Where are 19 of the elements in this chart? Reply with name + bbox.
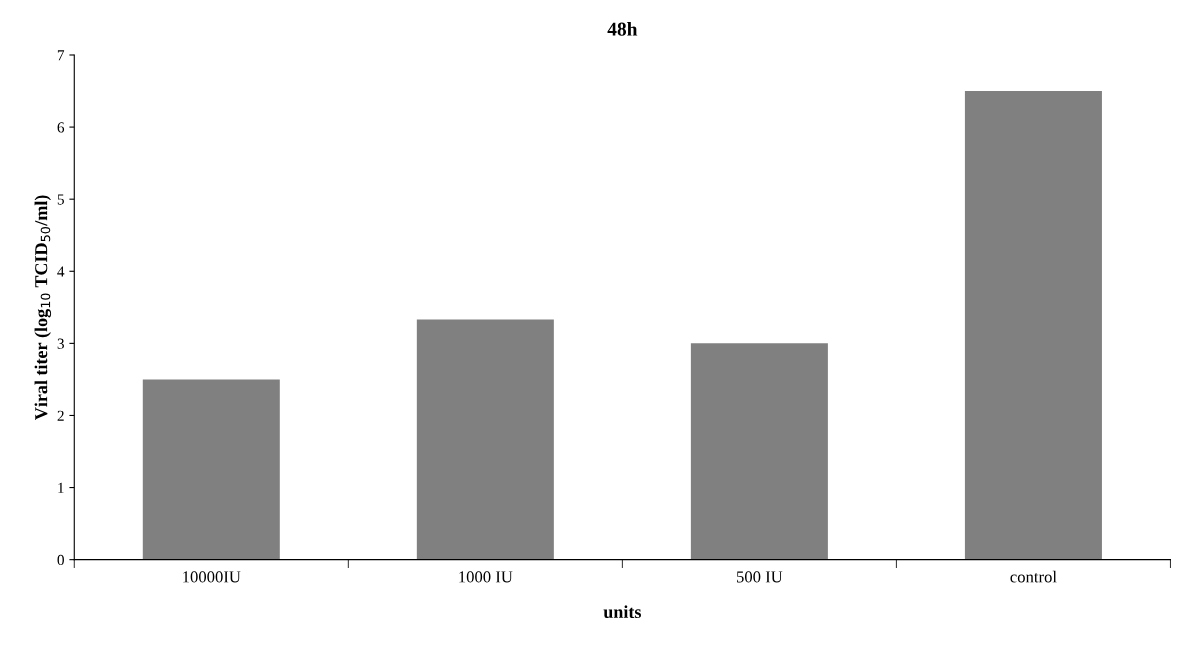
chart-title: 48h [607, 22, 638, 36]
y-tick-label: 5 [57, 194, 64, 205]
y-tick-label: 1 [58, 482, 64, 493]
y-axis-title: Viral titer (log$_{10}$ TCID$_{50}$/ml) [34, 195, 52, 420]
y-tick-label: 4 [57, 266, 65, 277]
x-tick-label: 500 IU [736, 571, 783, 583]
y-tick-label: 3 [57, 338, 64, 349]
bar [142, 379, 280, 560]
y-tick-label: 7 [57, 50, 65, 61]
bar [690, 343, 828, 560]
bar [416, 319, 554, 560]
x-tick-label: 10000IU [183, 571, 241, 583]
x-axis-title: units [603, 605, 641, 619]
bar [964, 91, 1102, 560]
y-tick-label: 2 [57, 410, 64, 421]
y-tick-label: 0 [57, 554, 64, 566]
x-tick-label: control [1010, 570, 1057, 583]
x-tick-label: 1000 IU [459, 571, 513, 583]
y-tick-label: 6 [57, 122, 65, 133]
